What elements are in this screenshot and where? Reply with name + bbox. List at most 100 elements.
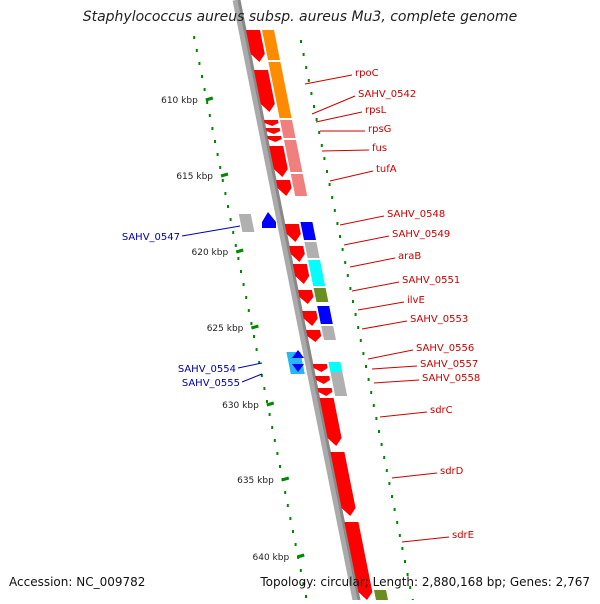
scale-dot	[240, 270, 242, 273]
scale-dot	[201, 75, 203, 78]
gene-label-leader	[339, 215, 385, 226]
gene-label-right: SAHV_0553	[410, 314, 468, 325]
scale-dot	[253, 335, 255, 338]
gene-label-right: SAHV_0558	[422, 373, 480, 384]
gene-arrow-reverse	[292, 350, 304, 358]
gene-box-reverse	[238, 214, 255, 232]
gene-label-right: SAHV_0549	[392, 229, 450, 240]
gene-arrow-reverse	[262, 212, 276, 228]
gene-track-dot	[341, 248, 344, 251]
gene-label-right: SAHV_0548	[387, 209, 445, 220]
gene-label-leader	[181, 225, 241, 237]
gene-arrow-red	[264, 120, 279, 126]
gene-arrow-red	[276, 180, 292, 196]
gene-box-feature	[284, 140, 303, 172]
scale-dot	[234, 244, 237, 247]
scale-dot	[284, 491, 287, 494]
gene-arrow-reverse	[292, 364, 304, 372]
scale-tick-mark	[281, 476, 290, 482]
gene-label-leader	[351, 281, 400, 292]
scale-tick-label: 610 kbp	[161, 96, 198, 106]
genome-backbone-shade	[237, 0, 361, 601]
scale-dot	[276, 452, 279, 455]
scale-tick-mark	[205, 96, 214, 102]
gene-track-dot	[354, 313, 357, 316]
gene-label-leader	[349, 257, 396, 268]
gene-track-dot	[326, 170, 328, 173]
scale-dot	[263, 387, 266, 390]
gene-arrow-red	[289, 246, 305, 262]
gene-arrow-red	[246, 30, 265, 62]
scale-dot	[242, 283, 245, 286]
gene-box-feature	[328, 362, 343, 372]
gene-track-dot	[391, 495, 393, 498]
gene-track-dot	[310, 92, 313, 95]
scale-tick-mark	[296, 553, 305, 559]
gene-box-feature	[317, 306, 333, 324]
gene-track-dot	[378, 430, 380, 433]
gene-label-leader	[343, 235, 390, 246]
scale-dot	[232, 231, 235, 234]
genome-backbone	[232, 0, 360, 601]
gene-arrow-red	[298, 290, 314, 304]
gene-box-feature	[374, 590, 388, 600]
scale-dot	[260, 374, 263, 377]
gene-label-leader	[241, 373, 263, 383]
gene-track-dot	[393, 508, 396, 511]
accession-label: Accession: NC_009782	[9, 575, 146, 589]
scale-dot	[266, 400, 268, 403]
gene-track-dot	[313, 105, 315, 108]
gene-track-dot	[365, 365, 367, 368]
scale-dot	[198, 62, 201, 65]
gene-track-dot	[305, 66, 308, 69]
scale-tick-label: 630 kbp	[222, 401, 259, 411]
scale-tick-mark	[250, 324, 259, 330]
scale-tick-mark	[235, 248, 244, 254]
gene-label-leader	[357, 301, 405, 311]
scale-dot	[258, 361, 261, 364]
gene-track-dot	[375, 417, 378, 420]
gene-label-leader	[329, 170, 374, 182]
gene-track-dot	[336, 222, 339, 225]
scale-dot	[247, 309, 250, 312]
gene-track-dot	[388, 482, 391, 485]
gene-label-right: SAHV_0557	[420, 359, 478, 370]
gene-arrow-red	[312, 364, 328, 372]
gene-track-dot	[367, 378, 370, 381]
gene-arrow-red	[317, 388, 333, 396]
gene-label-right: rpoC	[355, 68, 379, 79]
gene-label-leader	[367, 349, 414, 360]
gene-track-dot	[370, 391, 373, 394]
scale-dot	[227, 205, 229, 208]
gene-track-dot	[349, 287, 352, 290]
gene-track-dot	[385, 469, 388, 472]
scale-dot	[273, 439, 276, 442]
gene-label-right: SAHV_0551	[402, 275, 460, 286]
gene-track-dot	[396, 521, 399, 524]
gene-track-dot	[404, 560, 406, 563]
gene-label-right: tufA	[376, 164, 397, 175]
gene-track-dot	[359, 339, 362, 342]
scale-dot	[302, 582, 305, 585]
gene-label-right: fus	[372, 143, 387, 154]
gene-track-dot	[372, 404, 375, 407]
gene-track-dot	[320, 144, 323, 147]
scale-dot	[299, 569, 302, 572]
genome-summary: Topology: circular; Length: 2,880,168 bp…	[260, 575, 590, 589]
gene-box-feature	[290, 174, 308, 196]
gene-label-leader	[379, 411, 428, 418]
gene-box-feature	[313, 288, 329, 302]
gene-label-left: SAHV_0547	[122, 232, 180, 243]
gene-label-leader	[361, 320, 408, 330]
scale-tick-label: 635 kbp	[237, 476, 274, 486]
gene-label-leader	[373, 379, 420, 384]
gene-label-leader	[391, 472, 438, 479]
scale-dot	[250, 322, 253, 325]
scale-dot	[219, 166, 222, 169]
scale-dot	[305, 595, 307, 598]
scale-tick-mark	[220, 172, 229, 178]
gene-arrow-red	[267, 136, 282, 142]
gene-track-dot	[344, 261, 347, 264]
gene-box-feature	[280, 120, 296, 138]
scale-dot	[224, 192, 227, 195]
